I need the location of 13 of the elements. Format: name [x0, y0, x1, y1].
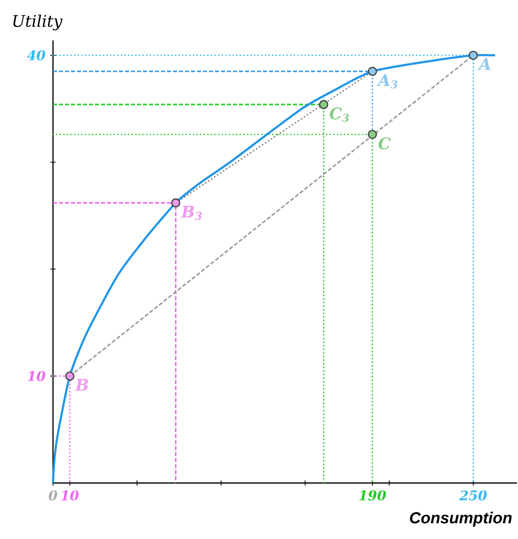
x-tick-label: 250 [459, 490, 487, 500]
x-tick-label: 0 [48, 490, 58, 500]
annotation: C [378, 137, 391, 150]
annotation: C$_{3}$ [330, 107, 349, 122]
x-axis-title: Consumption [410, 512, 512, 527]
annotation: A [478, 58, 491, 70]
annotation: B$_{3}$ [180, 206, 202, 220]
x-tick-label: 190 [359, 490, 386, 500]
annotation: A$_{3}$ [376, 74, 398, 88]
y-axis-title: Utility [13, 14, 63, 30]
annotation: B [75, 379, 88, 391]
y-tick-label: 40 [27, 50, 46, 60]
x-tick-label: 10 [61, 490, 79, 500]
